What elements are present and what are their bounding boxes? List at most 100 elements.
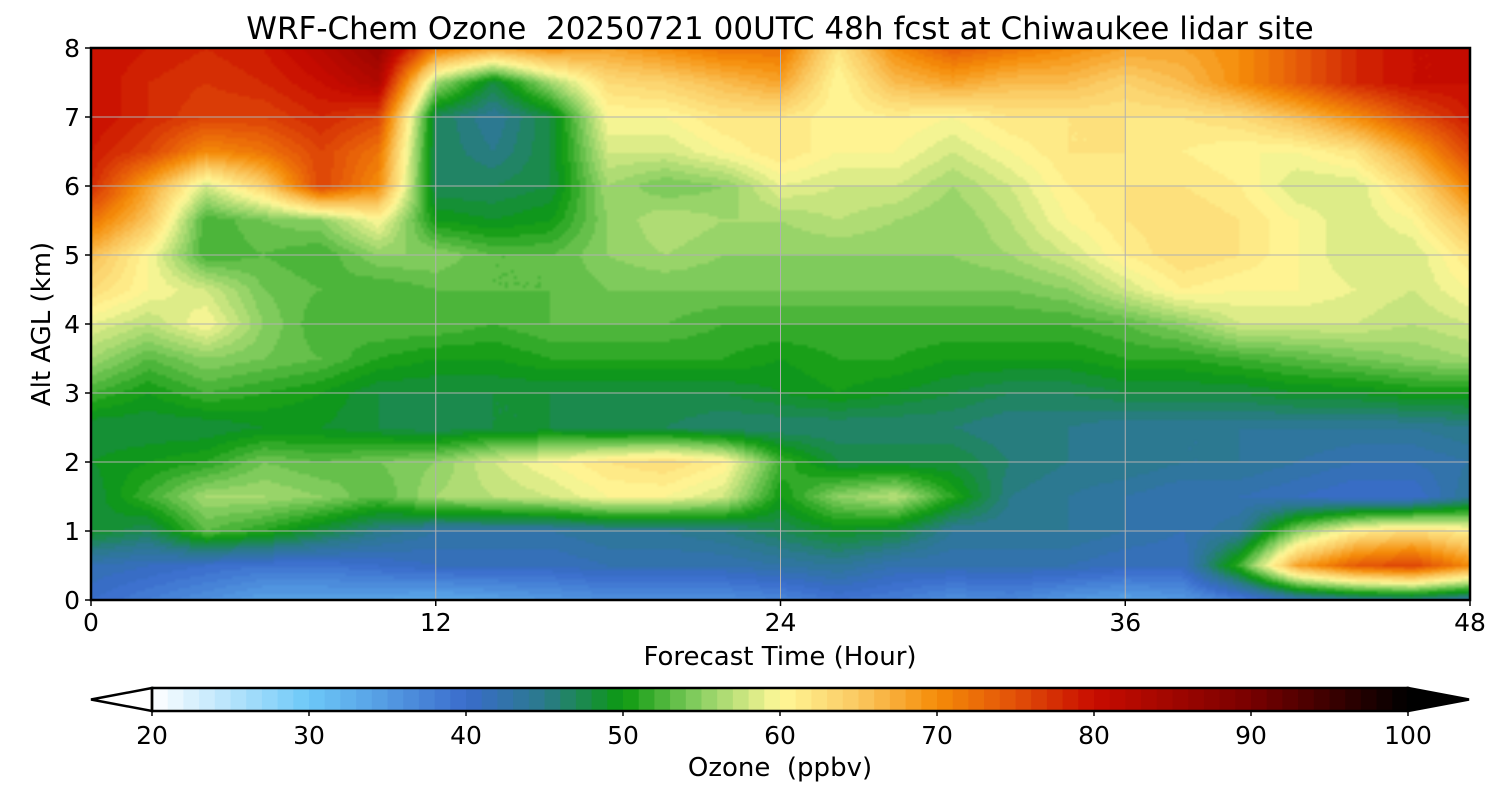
colorbar-segment — [246, 688, 263, 711]
y-tick-label: 5 — [64, 241, 80, 270]
colorbar-segment — [1156, 688, 1174, 711]
colorbar-segment — [952, 688, 969, 711]
colorbar-segment — [874, 688, 891, 711]
colorbar-segment — [1172, 688, 1189, 711]
colorbar-segment — [638, 688, 655, 711]
colorbar-segment — [1031, 688, 1048, 711]
colorbar-segment — [999, 688, 1017, 711]
colorbar-extend-min — [90, 686, 154, 713]
colorbar-extend-max — [1406, 686, 1470, 713]
colorbar-label: Ozone (ppbv) — [688, 753, 872, 783]
colorbar-segment — [497, 688, 514, 711]
colorbar-segment — [1282, 688, 1299, 711]
x-axis-ticks: 0 12 24 36 48 — [83, 600, 1486, 637]
colorbar-segment — [387, 688, 404, 711]
colorbar-segment — [1298, 688, 1315, 711]
colorbar-tick-label: 20 — [136, 721, 168, 750]
colorbar-segment — [780, 688, 797, 711]
colorbar-segment — [371, 688, 389, 711]
colorbar-segment — [1376, 688, 1393, 711]
colorbar-segment — [356, 688, 373, 711]
colorbar-segment — [764, 688, 781, 711]
colorbar-segment — [732, 688, 750, 711]
colorbar-tick-label: 90 — [1235, 721, 1267, 750]
colorbar-segment — [827, 688, 844, 711]
colorbar-segment — [528, 688, 546, 711]
colorbar-segment — [607, 688, 624, 711]
colorbar-segment — [984, 688, 1001, 711]
colorbar-segment — [1203, 688, 1221, 711]
x-axis-label: Forecast Time (Hour) — [643, 642, 916, 672]
colorbar-segment — [183, 688, 200, 711]
colorbar-tick-label: 40 — [450, 721, 482, 750]
y-tick-label: 1 — [64, 517, 80, 546]
x-tick-label: 36 — [1109, 608, 1141, 637]
colorbar-tick-label: 60 — [764, 721, 796, 750]
colorbar-segment — [858, 688, 875, 711]
colorbar-tick-label: 30 — [293, 721, 325, 750]
colorbar-segment — [1251, 688, 1268, 711]
y-axis-ticks: 0 1 2 3 4 5 6 7 8 — [64, 34, 91, 615]
colorbar-segment — [277, 688, 294, 711]
colorbar-segment — [591, 688, 608, 711]
colorbar-segment — [1188, 688, 1205, 711]
x-tick-label: 24 — [765, 608, 797, 637]
colorbar-segment — [1062, 688, 1079, 711]
colorbar-segment — [450, 688, 467, 711]
colorbar-segment — [701, 688, 718, 711]
colorbar-segment — [575, 688, 593, 711]
colorbar-segment — [842, 688, 860, 711]
colorbar-segment — [811, 688, 828, 711]
colorbar-segment — [937, 688, 954, 711]
colorbar-segment — [1109, 688, 1126, 711]
colorbar-segment — [1125, 688, 1142, 711]
colorbar-segment — [1094, 688, 1111, 711]
colorbar-segment — [1266, 688, 1283, 711]
colorbar-segment — [1046, 688, 1064, 711]
colorbar-segment — [481, 688, 498, 711]
colorbar-segment — [1345, 688, 1362, 711]
colorbar-segment — [1141, 688, 1158, 711]
colorbar-segment — [1015, 688, 1032, 711]
colorbar-segment — [403, 688, 420, 711]
colorbar-segment — [889, 688, 907, 711]
colorbar-ticks: 20 30 40 50 60 70 80 90 100 — [136, 711, 1432, 750]
x-tick-label: 48 — [1454, 608, 1486, 637]
colorbar-segment — [560, 688, 577, 711]
colorbar-tick-label: 100 — [1384, 721, 1432, 750]
y-tick-label: 6 — [64, 172, 80, 201]
y-tick-label: 7 — [64, 103, 80, 132]
colorbar-segment — [544, 688, 561, 711]
colorbar-segment — [1329, 688, 1346, 711]
colorbar-segment — [1360, 688, 1378, 711]
colorbar-segment — [968, 688, 985, 711]
y-tick-label: 3 — [64, 379, 80, 408]
colorbar-tick-label: 50 — [607, 721, 639, 750]
colorbar-segment — [434, 688, 451, 711]
colorbar-segment — [623, 688, 640, 711]
x-tick-label: 0 — [83, 608, 99, 637]
colorbar-segment — [1313, 688, 1331, 711]
y-axis-label: Alt AGL (km) — [27, 242, 57, 406]
colorbar-tick-label: 70 — [921, 721, 953, 750]
colorbar-segment — [230, 688, 247, 711]
colorbar-segment — [1392, 688, 1409, 711]
colorbar-segment — [199, 688, 216, 711]
colorbar-segment — [921, 688, 938, 711]
colorbar-segment — [513, 688, 530, 711]
colorbar-segments — [152, 688, 1409, 711]
colorbar-segment — [309, 688, 326, 711]
colorbar-segment — [340, 688, 357, 711]
y-tick-label: 8 — [64, 34, 80, 63]
colorbar-segment — [654, 688, 671, 711]
colorbar: 20 30 40 50 60 70 80 90 100 Ozone (ppbv) — [90, 686, 1470, 783]
colorbar-segment — [293, 688, 310, 711]
colorbar-segment — [795, 688, 812, 711]
grid-lines — [91, 48, 1470, 600]
colorbar-segment — [214, 688, 232, 711]
y-tick-label: 0 — [64, 586, 80, 615]
colorbar-segment — [152, 688, 169, 711]
colorbar-segment — [418, 688, 436, 711]
